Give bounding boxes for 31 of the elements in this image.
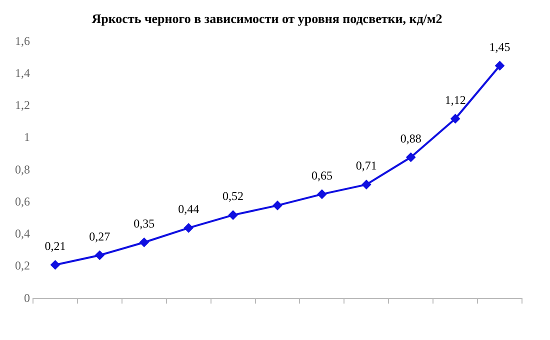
y-tick-label: 0 [24, 290, 30, 305]
point [95, 250, 104, 260]
point [228, 210, 238, 220]
point [406, 152, 416, 162]
point [450, 114, 460, 124]
data-label: 0,52 [222, 189, 244, 204]
point [140, 238, 149, 247]
point [184, 223, 194, 232]
y-tick-label: 0,8 [15, 162, 30, 176]
y-tick-label: 0,4 [15, 226, 30, 241]
point [362, 180, 371, 190]
data-label: 0,27 [89, 229, 110, 244]
y-tick-label: 0,6 [15, 194, 30, 208]
data-label: 0,35 [134, 216, 155, 231]
y-tick-label: 1,6 [15, 34, 30, 48]
data-label: 0,71 [356, 158, 377, 173]
chart-title: Яркость черного в зависимости от уровня подсветки, кд/м2 [92, 11, 442, 26]
y-tick-label: 0,2 [15, 258, 30, 273]
data-label: 0,88 [400, 131, 422, 146]
data-label: 1,12 [444, 92, 466, 107]
point [495, 61, 504, 70]
data-label: 0,65 [311, 168, 332, 182]
point [317, 190, 326, 199]
data-label: 1,45 [489, 40, 510, 54]
y-tick-label: 1 [24, 130, 30, 144]
data-label: 0,21 [44, 239, 66, 254]
point [50, 260, 60, 270]
y-tick-label: 1,4 [15, 66, 30, 80]
data-label: 0,44 [178, 202, 200, 216]
point [273, 200, 282, 210]
y-tick-label: 1,2 [15, 98, 30, 112]
